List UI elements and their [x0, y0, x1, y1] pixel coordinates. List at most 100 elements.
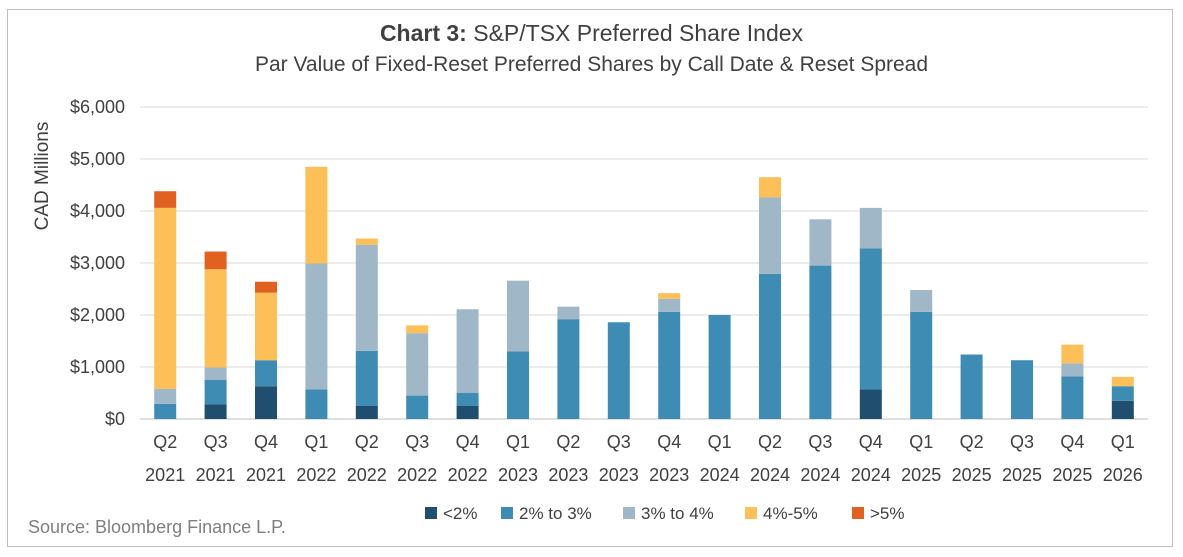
x-tick-label-year: 2021 — [246, 465, 286, 485]
x-tick-label-year: 2025 — [901, 465, 941, 485]
bar-segment — [607, 322, 630, 419]
bar-segment — [355, 244, 378, 351]
bar-segment — [355, 406, 378, 419]
bar-segment — [1061, 344, 1084, 364]
x-tick-label-year: 2022 — [397, 465, 437, 485]
x-tick-label-year: 2022 — [347, 465, 387, 485]
y-tick-label: $0 — [105, 409, 125, 429]
legend-label: 2% to 3% — [519, 504, 592, 523]
bar-segment — [154, 403, 177, 419]
legend-label: <2% — [443, 504, 478, 523]
legend: <2% 2% to 3% 3% to 4% 4%-5% >5% — [425, 504, 905, 523]
bar-segment — [507, 351, 529, 419]
legend-swatch — [501, 507, 513, 519]
x-tick-label-quarter: Q1 — [506, 432, 530, 452]
bar-segment — [708, 315, 731, 419]
x-tick-label-quarter: Q2 — [758, 432, 782, 452]
bar-segment — [255, 281, 277, 293]
x-tick-label-quarter: Q4 — [859, 432, 883, 452]
y-tick-label: $5,000 — [70, 149, 125, 169]
x-tick-label-year: 2022 — [448, 465, 488, 485]
bars — [154, 166, 1134, 419]
legend-label: 3% to 4% — [641, 504, 714, 523]
bar-segment — [658, 293, 681, 299]
bar-segment — [305, 166, 328, 264]
x-tick-label-quarter: Q4 — [456, 432, 480, 452]
bar-segment — [960, 354, 983, 419]
bar-segment — [154, 207, 177, 389]
x-tick-label-year: 2026 — [1103, 465, 1143, 485]
x-tick-label-year: 2021 — [145, 465, 185, 485]
bar-segment — [406, 395, 429, 419]
x-tick-label-quarter: Q3 — [607, 432, 631, 452]
bar-segment — [859, 248, 882, 390]
bar-segment — [658, 298, 681, 312]
bar-segment — [456, 309, 479, 393]
legend-label: 4%-5% — [763, 504, 818, 523]
y-tick-label: $2,000 — [70, 305, 125, 325]
bar-segment — [456, 406, 479, 419]
legend-item: 4%-5% — [745, 504, 818, 523]
y-axis-label: CAD Millions — [32, 122, 53, 231]
bar-segment — [355, 238, 378, 245]
x-tick-label-quarter: Q1 — [909, 432, 933, 452]
x-tick-label-quarter: Q4 — [657, 432, 681, 452]
bar-segment — [557, 319, 580, 419]
x-tick-label-quarter: Q2 — [556, 432, 580, 452]
chart-subtitle: Par Value of Fixed-Reset Preferred Share… — [254, 53, 929, 76]
x-tick-label-year: 2023 — [649, 465, 689, 485]
bar-segment — [1011, 360, 1033, 419]
x-tick-label-year: 2025 — [952, 465, 992, 485]
bar-segment — [910, 290, 933, 312]
x-tick-label-year: 2021 — [196, 465, 236, 485]
bar-segment — [1061, 376, 1084, 419]
bar-segment — [507, 280, 529, 352]
x-tick-label-year: 2025 — [1052, 465, 1092, 485]
x-tick-label-quarter: Q3 — [204, 432, 228, 452]
bar-segment — [305, 389, 328, 419]
bar-segment — [255, 386, 277, 419]
y-tick-label: $6,000 — [70, 97, 125, 117]
x-tick-label-year: 2024 — [700, 465, 740, 485]
y-tick-label: $3,000 — [70, 253, 125, 273]
gridlines — [140, 106, 1148, 420]
bar-segment — [1061, 363, 1084, 377]
chart-frame — [7, 9, 1173, 547]
bar-segment — [204, 404, 227, 419]
legend-item: 2% to 3% — [501, 504, 592, 523]
bar-segment — [759, 273, 781, 419]
bar-segment — [859, 207, 882, 249]
bar-segment — [204, 367, 227, 380]
bar-segment — [456, 393, 479, 406]
legend-item: 3% to 4% — [623, 504, 714, 523]
bar-segment — [658, 311, 681, 419]
legend-swatch — [425, 507, 437, 519]
x-tick-label-quarter: Q1 — [304, 432, 328, 452]
bar-segment — [1111, 400, 1134, 419]
bar-segment — [355, 350, 378, 406]
chart-title: Chart 3: S&P/TSX Preferred Share Index — [379, 20, 804, 46]
bar-segment — [759, 177, 781, 198]
bar-segment — [305, 263, 328, 390]
bar-segment — [809, 219, 832, 266]
x-tick-label-quarter: Q3 — [405, 432, 429, 452]
bar-segment — [910, 311, 933, 419]
x-tick-label-quarter: Q2 — [960, 432, 984, 452]
y-tick-label: $4,000 — [70, 201, 125, 221]
x-tick-label-quarter: Q3 — [808, 432, 832, 452]
legend-swatch — [852, 507, 864, 519]
x-tick-label-year: 2024 — [800, 465, 840, 485]
bar-segment — [859, 389, 882, 419]
y-tick-labels: $0 $1,000 $2,000 $3,000 $4,000 $5,000 $6,000 — [70, 97, 125, 429]
bar-segment — [255, 360, 277, 387]
bar-segment — [255, 292, 277, 361]
legend-item: <2% — [425, 504, 478, 523]
bar-segment — [809, 265, 832, 419]
bar-segment — [1111, 386, 1134, 401]
x-tick-label-year: 2023 — [498, 465, 538, 485]
legend-label: >5% — [870, 504, 905, 523]
x-tick-label-quarter: Q3 — [1010, 432, 1034, 452]
x-tick-label-quarter: Q1 — [708, 432, 732, 452]
x-tick-label-year: 2024 — [851, 465, 891, 485]
